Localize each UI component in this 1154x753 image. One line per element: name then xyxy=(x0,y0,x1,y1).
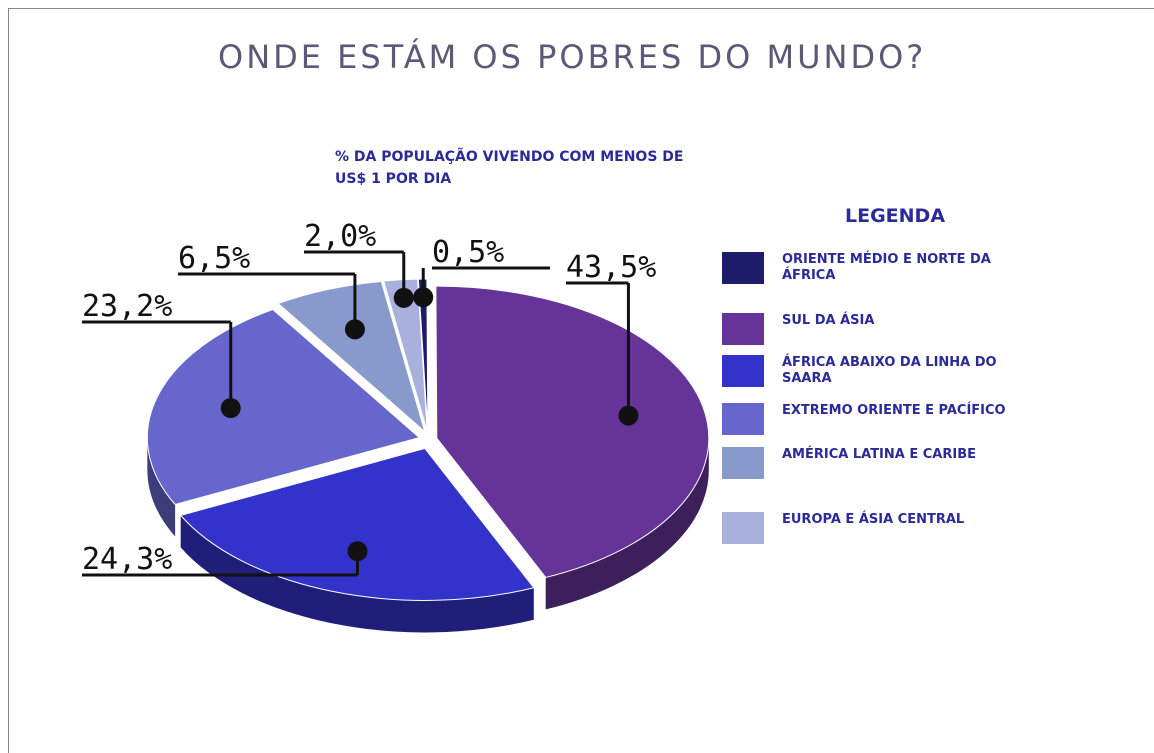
legend-swatch xyxy=(722,512,764,544)
value-label: 0,5% xyxy=(432,235,504,270)
legend-label: AMÉRICA LATINA E CARIBE xyxy=(782,447,977,462)
legend-swatch xyxy=(722,403,764,435)
legend-label: EUROPA E ÁSIA CENTRAL xyxy=(782,512,965,527)
legend-item: EUROPA E ÁSIA CENTRAL xyxy=(722,512,1022,544)
slice-side xyxy=(147,437,176,537)
value-label: 6,5% xyxy=(178,241,250,276)
slice xyxy=(435,285,710,578)
leader-dot xyxy=(393,287,414,308)
legend-swatch xyxy=(722,313,764,345)
legend-item: ORIENTE MÉDIO E NORTE DA ÁFRICA xyxy=(722,252,1022,284)
chart-title: ONDE ESTÁM OS POBRES DO MUNDO? xyxy=(218,38,927,76)
leader-dot xyxy=(413,287,434,308)
legend-label: SUL DA ÁSIA xyxy=(782,313,875,328)
leader-dot xyxy=(347,541,368,562)
frame xyxy=(8,8,1154,753)
value-label: 43,5% xyxy=(566,250,656,285)
legend-item: EXTREMO ORIENTE E PACÍFICO xyxy=(722,403,1022,435)
legend-item: ÁFRICA ABAIXO DA LINHA DO SAARA xyxy=(722,355,1022,387)
legend-swatch xyxy=(722,447,764,479)
legend-item: SUL DA ÁSIA xyxy=(722,313,1022,345)
legend-label: EXTREMO ORIENTE E PACÍFICO xyxy=(782,403,1006,418)
slice xyxy=(179,447,535,601)
value-label: 24,3% xyxy=(82,542,172,577)
legend-label: ÁFRICA ABAIXO DA LINHA DO SAARA xyxy=(782,355,997,386)
leader-dot xyxy=(220,398,241,419)
leader-dot xyxy=(618,405,639,426)
legend-label: ORIENTE MÉDIO E NORTE DA ÁFRICA xyxy=(782,252,991,283)
slice xyxy=(146,308,421,506)
legend-item: AMÉRICA LATINA E CARIBE xyxy=(722,447,1022,479)
value-label: 23,2% xyxy=(82,289,172,324)
leader-dot xyxy=(344,319,365,340)
slice xyxy=(382,278,428,432)
legend-swatch xyxy=(722,252,764,284)
value-label: 2,0% xyxy=(304,219,376,254)
slice-side xyxy=(180,515,534,633)
chart-subtitle: % DA POPULAÇÃO VIVENDO COM MENOS DE US$ … xyxy=(335,149,684,187)
legend-swatch xyxy=(722,355,764,387)
slice xyxy=(277,281,426,434)
slice-side xyxy=(545,438,709,610)
legend-title: LEGENDA xyxy=(845,205,946,227)
